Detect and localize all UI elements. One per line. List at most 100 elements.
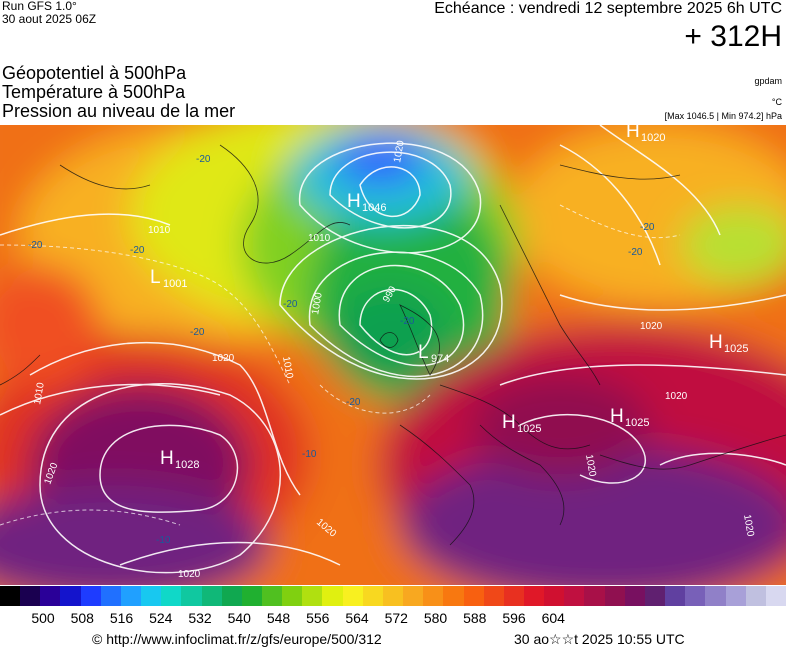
param-pressure: Pression au niveau de la mer: [2, 101, 236, 121]
run-label: Run GFS 1.0°: [2, 0, 77, 13]
colorbar-swatch: [161, 586, 182, 606]
colorbar-swatch: [40, 586, 61, 606]
temperature-label: -20: [283, 299, 298, 310]
colorbar: [0, 586, 786, 606]
temperature-label: -20: [196, 154, 211, 165]
colorbar-swatch: [685, 586, 706, 606]
temperature-labels: -20 -20 -20 -20 -20 -20 -20 -20 -20 -10 …: [28, 154, 655, 546]
colorbar-tick: 516: [109, 610, 134, 626]
param-temperature: Température à 500hPa: [2, 82, 186, 102]
isobar-label: 1020: [212, 353, 235, 364]
high-center: H: [626, 125, 640, 142]
colorbar-swatch: [705, 586, 727, 606]
colorbar-swatch: [544, 586, 565, 606]
colorbar-swatch: [403, 586, 424, 606]
colorbar-swatch: [564, 586, 585, 606]
colorbar-tick: 556: [306, 610, 330, 626]
colorbar-tick: 500: [31, 610, 55, 626]
temperature-label: -20: [640, 222, 655, 233]
colorbar-tick: 524: [149, 610, 173, 626]
footer-url[interactable]: © http://www.infoclimat.fr/z/gfs/europe/…: [92, 631, 382, 647]
isobar-label: 1010: [148, 225, 171, 236]
valid-time: Echéance : vendredi 12 septembre 2025 6h…: [434, 0, 782, 17]
colorbar-tick: 564: [345, 610, 369, 626]
colorbar-swatch: [241, 586, 263, 606]
low-value: 1001: [163, 278, 187, 290]
unit-celsius: °C: [771, 97, 782, 107]
colorbar-swatch: [604, 586, 626, 606]
high-value: 1025: [517, 423, 541, 435]
colorbar-swatch: [20, 586, 41, 606]
high-center: H: [502, 412, 516, 433]
colorbar-swatch: [584, 586, 606, 606]
coastlines: [0, 144, 786, 546]
colorbar-swatch: [483, 586, 505, 606]
temperature-contours: [0, 204, 681, 526]
colorbar-swatch: [463, 586, 485, 606]
high-value: 1020: [641, 132, 665, 144]
colorbar-tick: 572: [384, 610, 408, 626]
high-value: 1046: [362, 202, 386, 214]
param-geopotential: Géopotentiel à 500hPa: [2, 63, 187, 83]
colorbar-swatch: [342, 586, 364, 606]
temperature-label: -20: [28, 240, 43, 251]
colorbar-swatch: [262, 586, 283, 606]
temperature-label: -10: [302, 449, 317, 460]
temperature-label: -20: [400, 316, 415, 327]
colorbar-swatch: [423, 586, 444, 606]
colorbar-swatch: [624, 586, 646, 606]
high-value: 1025: [724, 343, 748, 355]
isobar-label: 1010: [308, 233, 331, 244]
isobar-label: 1020: [741, 514, 756, 538]
colorbar-swatch: [0, 586, 21, 606]
forecast-map: H 1046 H 1028 H 1025 H 1025 H 1025 H 102…: [0, 125, 786, 585]
colorbar-swatch: [745, 586, 767, 606]
high-center: H: [610, 406, 624, 427]
colorbar-swatch: [725, 586, 747, 606]
geopotential-field: [0, 125, 786, 585]
low-center: L: [150, 267, 161, 288]
unit-pressure-range: [Max 1046.5 | Min 974.2] hPa: [664, 111, 782, 121]
colorbar-swatch: [524, 586, 545, 606]
colorbar-swatch: [181, 586, 203, 606]
colorbar-tick: 508: [70, 610, 94, 626]
colorbar-swatch: [60, 586, 82, 606]
colorbar-swatch: [100, 586, 122, 606]
footer-date: 30 ao☆☆t 2025 10:55 UTC: [514, 631, 685, 647]
high-center: H: [160, 448, 174, 469]
colorbar-tick: 548: [266, 610, 291, 626]
high-center: H: [709, 332, 723, 353]
temperature-label: -10: [156, 535, 171, 546]
colorbar-swatch: [322, 586, 344, 606]
colorbar-swatch: [282, 586, 303, 606]
temperature-label: -20: [346, 397, 361, 408]
colorbar-swatch: [141, 586, 162, 606]
isobar-label: 1010: [280, 356, 295, 380]
colorbar-swatch: [382, 586, 404, 606]
high-value: 1025: [625, 417, 649, 429]
isobar-label: 1020: [665, 391, 688, 402]
lead-time: + 312H: [684, 20, 782, 53]
temperature-label: -20: [130, 245, 145, 256]
colorbar-swatch: [644, 586, 666, 606]
high-center: H: [347, 191, 361, 212]
isobar-label: 1020: [178, 569, 201, 580]
temperature-label: -20: [628, 247, 643, 258]
isobar-label: 1020: [392, 139, 407, 163]
isobar-label: 1020: [640, 321, 663, 332]
colorbar-swatch: [120, 586, 142, 606]
unit-gpdam: gpdam: [754, 76, 782, 86]
isobar-label: 1020: [583, 454, 598, 478]
run-date: 30 aout 2025 06Z: [2, 12, 97, 26]
colorbar-swatch: [201, 586, 223, 606]
colorbar-swatch: [503, 586, 525, 606]
isobar-label: 1000: [310, 291, 325, 315]
isobars: [0, 125, 786, 574]
colorbar-ticks: 500 508 516 524 532 540 548 556 564 572 580 588 596 6…: [0, 610, 786, 628]
colorbar-swatch: [765, 586, 786, 606]
colorbar-swatch: [665, 586, 686, 606]
low-center: L: [418, 342, 429, 363]
colorbar-swatch: [443, 586, 465, 606]
isobar-label: 1010: [32, 381, 47, 405]
colorbar-tick: 604: [541, 610, 565, 626]
